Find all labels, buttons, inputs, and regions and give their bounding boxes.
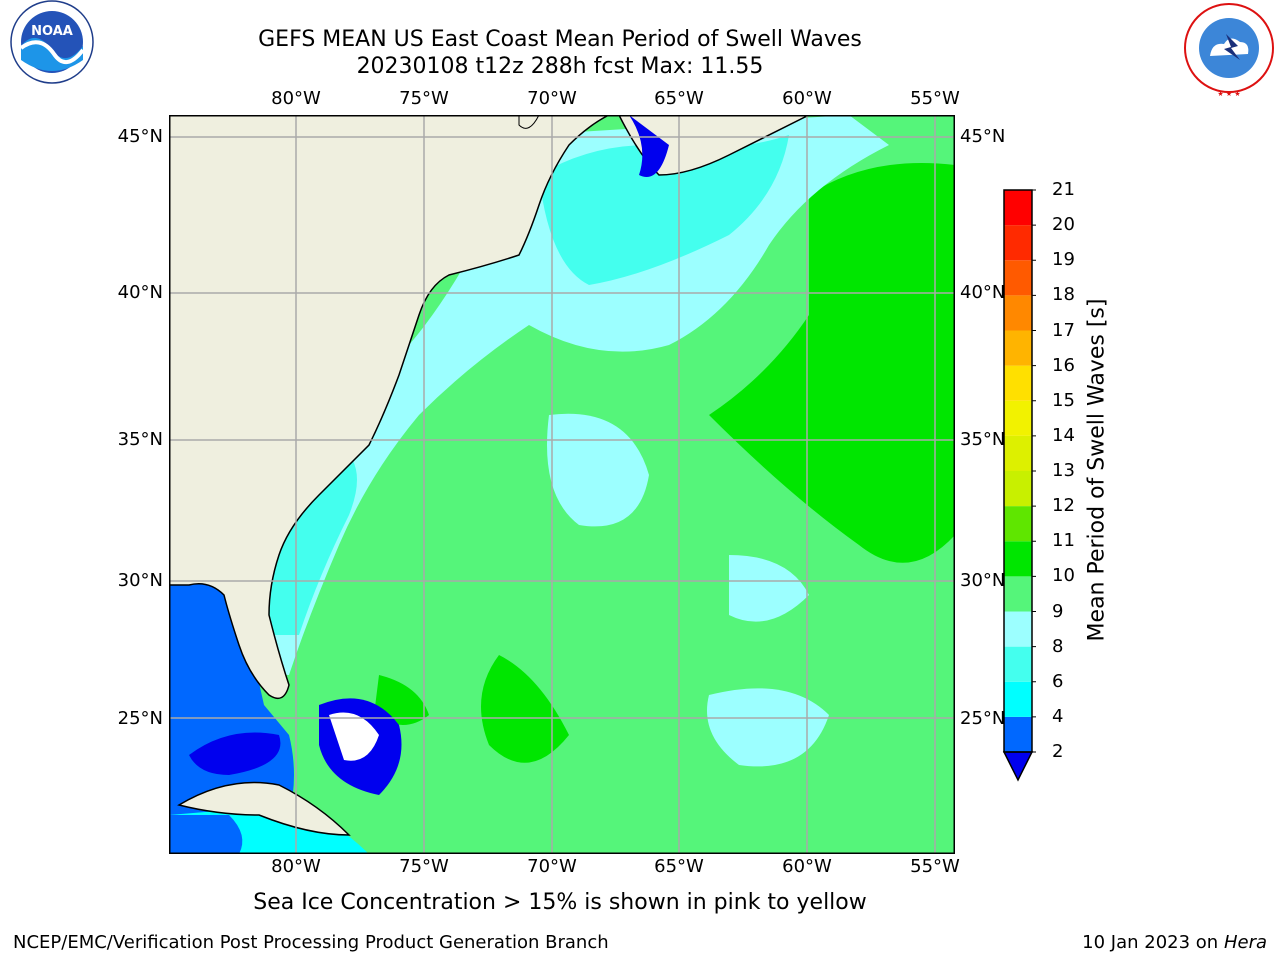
lon-label-top: 70°W bbox=[527, 88, 577, 109]
contour-10-11s-ne bbox=[709, 163, 955, 563]
machine-name: Hera bbox=[1223, 932, 1267, 953]
lon-label-top: 55°W bbox=[910, 88, 960, 109]
lon-label-top: 65°W bbox=[654, 88, 704, 109]
lat-label-right: 35°N bbox=[960, 429, 1006, 450]
lon-label-top: 60°W bbox=[782, 88, 832, 109]
colorbar-tick-label: 4 bbox=[1052, 705, 1064, 727]
colorbar-tick-label: 9 bbox=[1052, 600, 1064, 622]
colorbar-band bbox=[1004, 576, 1032, 612]
colorbar-band bbox=[1004, 225, 1032, 261]
lon-label-top: 75°W bbox=[399, 88, 449, 109]
colorbar-tick-label: 10 bbox=[1052, 565, 1075, 587]
colorbar-band bbox=[1004, 471, 1032, 507]
contour-8-9s-shelf bbox=[229, 115, 889, 675]
cuba-land bbox=[177, 781, 351, 836]
colorbar-band bbox=[1004, 681, 1032, 717]
colorbar-tick-label: 6 bbox=[1052, 670, 1064, 692]
lon-label-top: 80°W bbox=[271, 88, 321, 109]
colorbar-band bbox=[1004, 541, 1032, 577]
colorbar-band bbox=[1004, 611, 1032, 647]
lat-label-right: 40°N bbox=[960, 282, 1006, 303]
svg-text:★ ★ ★: ★ ★ ★ bbox=[1217, 90, 1240, 98]
colorbar-band bbox=[1004, 295, 1032, 331]
colorbar-band bbox=[1004, 330, 1032, 366]
lon-label-bottom: 65°W bbox=[654, 856, 704, 877]
colorbar-band bbox=[1004, 435, 1032, 471]
noaa-logo: NOAA bbox=[10, 0, 94, 84]
colorbar-tick-label: 18 bbox=[1052, 284, 1075, 306]
lat-label-right: 30°N bbox=[960, 570, 1006, 591]
colorbar-tick-label: 15 bbox=[1052, 389, 1075, 411]
colorbar-band bbox=[1004, 506, 1032, 542]
lon-label-bottom: 55°W bbox=[910, 856, 960, 877]
contour-8-9s-mid bbox=[729, 555, 809, 622]
contour-10-11s-bahamas bbox=[374, 675, 429, 725]
us-east-coast-land bbox=[169, 115, 610, 700]
credit-text: NCEP/EMC/Verification Post Processing Pr… bbox=[13, 932, 609, 953]
contour-8-9s-patch bbox=[547, 413, 649, 527]
colorbar-band bbox=[1004, 260, 1032, 296]
bay-of-fundy bbox=[629, 115, 669, 177]
map-subtitle: 20230108 t12z 288h fcst Max: 11.55 bbox=[356, 54, 764, 79]
colorbar-band bbox=[1004, 400, 1032, 436]
contour-2-4s-caribbean bbox=[169, 815, 243, 854]
colorbar-title: Mean Period of Swell Waves [s] bbox=[1084, 298, 1110, 642]
colorbar-tick-label: 16 bbox=[1052, 354, 1075, 376]
lat-label-right: 45°N bbox=[960, 126, 1006, 147]
canada-maritimes-land bbox=[618, 115, 810, 176]
contour-under-2s-gulf bbox=[189, 732, 281, 775]
lon-label-bottom: 75°W bbox=[399, 856, 449, 877]
contour-10-11s-patch bbox=[481, 655, 569, 763]
contour-6-8s-gulf-of-maine bbox=[539, 135, 789, 285]
lon-label-bottom: 70°W bbox=[527, 856, 577, 877]
colorbar-band bbox=[1004, 190, 1032, 226]
date-stamp: 10 Jan 2023 on Hera bbox=[1082, 932, 1267, 953]
contour-6-8s-southeast-coast bbox=[264, 445, 357, 635]
lat-label-left: 45°N bbox=[117, 126, 163, 147]
lat-label-left: 25°N bbox=[117, 708, 163, 729]
swell-period-map bbox=[169, 115, 955, 854]
colorbar-tick-label: 14 bbox=[1052, 424, 1075, 446]
colorbar-tick-label: 13 bbox=[1052, 460, 1075, 481]
svg-text:NOAA: NOAA bbox=[31, 24, 73, 39]
map-frame bbox=[169, 115, 955, 854]
colorbar-tick-label: 2 bbox=[1052, 741, 1064, 762]
lat-label-left: 40°N bbox=[117, 282, 163, 303]
lat-label-right: 25°N bbox=[960, 708, 1006, 729]
lon-label-bottom: 80°W bbox=[271, 856, 321, 877]
colorbar-tick-label: 8 bbox=[1052, 635, 1064, 657]
colorbar-band bbox=[1004, 716, 1032, 752]
colorbar-tick-label: 21 bbox=[1052, 179, 1075, 200]
shallow-bank-mask bbox=[329, 712, 379, 761]
colorbar-tick-label: 20 bbox=[1052, 214, 1075, 236]
colorbar-tick-label: 11 bbox=[1052, 530, 1075, 552]
lat-label-left: 35°N bbox=[117, 429, 163, 450]
colorbar-tick-label: 19 bbox=[1052, 249, 1075, 271]
graticule bbox=[169, 115, 955, 854]
colorbar-tick-label: 17 bbox=[1052, 319, 1075, 341]
lat-label-left: 30°N bbox=[117, 570, 163, 591]
colorbar-tick-label: 12 bbox=[1052, 495, 1075, 517]
colorbar bbox=[1002, 189, 1036, 782]
colorbar-under-arrow bbox=[1002, 751, 1034, 782]
map-title: GEFS MEAN US East Coast Mean Period of S… bbox=[258, 27, 862, 52]
sea-ice-note: Sea Ice Concentration > 15% is shown in … bbox=[253, 890, 867, 915]
colorbar-band bbox=[1004, 365, 1032, 401]
lon-label-bottom: 60°W bbox=[782, 856, 832, 877]
contour-8-9s-south bbox=[707, 688, 829, 767]
colorbar-band bbox=[1004, 646, 1032, 682]
nws-logo: ★ ★ ★ bbox=[1184, 3, 1274, 98]
